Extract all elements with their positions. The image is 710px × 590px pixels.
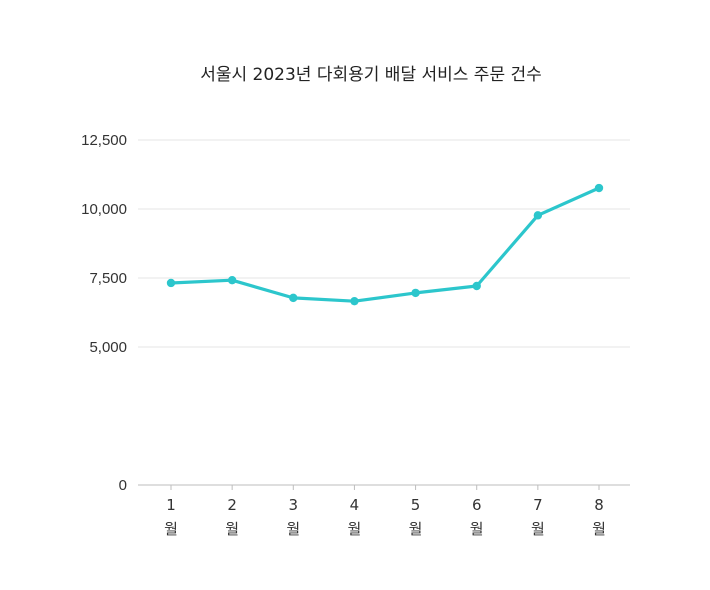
x-tick-label-line: 월: [348, 520, 362, 538]
x-tick-label-line: 7: [533, 496, 543, 514]
x-tick-label-line: 3: [289, 496, 299, 514]
chart-title: 서울시 2023년 다회용기 배달 서비스 주문 건수: [200, 65, 542, 85]
y-axis-tick-labels: 0 5,000 7,500 10,000 12,500: [81, 132, 127, 494]
x-tick-label-line: 1: [166, 496, 176, 514]
x-tick-label-line: 월: [470, 520, 484, 538]
y-tick-label: 5,000: [89, 339, 127, 356]
x-tick-label-line: 월: [164, 520, 178, 538]
data-point: [594, 183, 604, 193]
y-tick-label: 10,000: [81, 201, 127, 218]
data-point: [472, 281, 481, 291]
x-tick-label-line: 월: [531, 520, 545, 538]
x-tick-label-line: 4: [350, 496, 360, 514]
y-tick-label: 0: [119, 477, 127, 494]
gridlines: [138, 139, 630, 490]
x-tick-label-line: 6: [472, 496, 482, 514]
data-point: [166, 278, 176, 288]
x-tick-label-line: 8: [594, 496, 604, 514]
x-tick-label-line: 월: [286, 520, 300, 538]
data-point: [289, 293, 298, 303]
data-series: [166, 183, 604, 306]
y-tick-label: 12,500: [81, 132, 127, 149]
y-tick-label: 7,500: [89, 270, 127, 287]
x-tick-label-line: 월: [409, 520, 423, 538]
data-point: [350, 296, 359, 306]
x-tick-label-line: 2: [227, 496, 237, 514]
data-point: [411, 288, 420, 298]
data-point: [533, 211, 543, 220]
x-tick-label-line: 월: [225, 520, 239, 538]
x-axis-tick-labels: 1 월2 월3 월4 월5 월6 월7 월8 월: [164, 496, 606, 538]
x-tick-label-line: 월: [592, 520, 606, 538]
data-point: [227, 276, 237, 285]
series-line: [169, 186, 601, 303]
x-tick-label-line: 5: [411, 496, 421, 514]
